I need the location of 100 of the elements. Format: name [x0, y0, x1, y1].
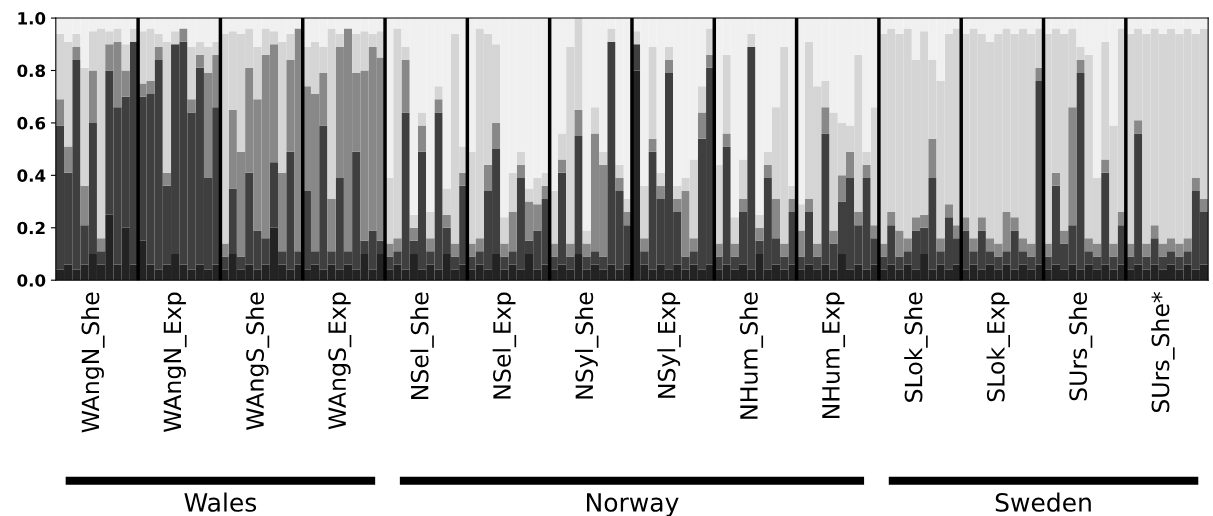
bar [648, 46, 657, 139]
bar [862, 164, 871, 178]
bar [327, 198, 336, 252]
bar [483, 164, 493, 192]
bar [1150, 225, 1159, 239]
x-tick-label: NHum_She [739, 292, 764, 419]
bar [599, 151, 608, 165]
bar [755, 227, 764, 241]
x-tick-label: NSel_Exp [492, 292, 517, 399]
bar [508, 172, 517, 213]
y-tick-label: 0.2 [17, 221, 45, 235]
bar [697, 112, 707, 139]
x-tick-label: SLok_She [904, 292, 928, 402]
y-tick-label: 1.0 [18, 12, 46, 25]
bar [1059, 230, 1069, 244]
x-tick-label: WAngN_She [81, 292, 105, 433]
y-tick-label: 0.8 [17, 64, 46, 78]
bar [162, 172, 172, 186]
text: Sweden [995, 492, 1091, 512]
bar [936, 238, 945, 252]
bar [228, 188, 237, 254]
bar [80, 185, 89, 226]
bar [557, 159, 567, 173]
bar [969, 238, 978, 252]
bar [854, 212, 863, 226]
y-tick-label: 0.6 [17, 116, 46, 130]
bar [648, 138, 657, 152]
bar [944, 204, 953, 218]
bar [516, 164, 525, 178]
bar [1109, 243, 1118, 257]
bar [434, 86, 443, 100]
bar [154, 46, 163, 60]
bar [516, 151, 525, 165]
bar [714, 243, 723, 257]
bar [813, 243, 822, 257]
x-tick-label: WAngN_Exp [163, 292, 187, 433]
bar [928, 138, 937, 178]
bar [738, 159, 748, 199]
bar [771, 198, 781, 239]
bar [763, 164, 772, 178]
bar [722, 133, 731, 147]
bar [730, 243, 739, 257]
text: Norway [587, 493, 679, 516]
bar [179, 28, 188, 42]
bar [755, 214, 764, 228]
bar [590, 107, 600, 134]
bar [615, 164, 624, 178]
bar [72, 46, 81, 60]
bar [664, 60, 674, 74]
x-tick-label: WAngS_She [245, 292, 270, 430]
bar [566, 243, 575, 257]
bar [500, 217, 509, 244]
bar [977, 217, 986, 231]
bar [55, 99, 65, 126]
bar [1101, 159, 1110, 173]
y-tick-label: 0.4 [17, 169, 46, 182]
bar [121, 44, 130, 71]
bar [738, 198, 748, 213]
bar [607, 28, 616, 42]
bar [64, 146, 73, 173]
x-tick-label: SUrs_She* [1151, 292, 1175, 413]
bar [187, 99, 196, 113]
x-tick-label: SLok_Exp [986, 292, 1011, 402]
x-tick-label: NSyl_Exp [657, 292, 681, 398]
bar [417, 125, 427, 152]
bar [804, 198, 814, 213]
x-tick-label: NHum_Exp [822, 292, 846, 419]
bar [426, 212, 435, 239]
bar [1076, 60, 1085, 74]
text: Wales [184, 492, 257, 512]
bar [1068, 107, 1077, 226]
bar [417, 112, 427, 126]
bar [1134, 120, 1143, 134]
bar [887, 212, 896, 226]
bar [442, 214, 451, 228]
bar [722, 54, 731, 134]
bar [220, 243, 229, 257]
x-tick-label: SUrs_She [1068, 292, 1093, 401]
bar [640, 185, 649, 239]
bar [549, 243, 558, 257]
bar [195, 54, 204, 68]
x-tick-label: WAngS_Exp [328, 292, 352, 430]
bar [434, 99, 443, 113]
bar [656, 172, 665, 186]
y-tick-label: 0.0 [17, 274, 46, 287]
bar [574, 109, 583, 137]
bar [1043, 243, 1052, 257]
bar [450, 243, 460, 257]
bar [409, 227, 418, 241]
bar [409, 214, 418, 228]
bar [1191, 177, 1200, 192]
bar [269, 162, 279, 228]
bar [780, 243, 789, 257]
x-tick-label: NSel_She [410, 292, 434, 400]
bar [426, 238, 435, 252]
bar [821, 107, 830, 134]
bar [88, 70, 97, 123]
x-tick-label: NSyl_She [574, 292, 599, 399]
bar [1142, 243, 1151, 257]
bar [96, 238, 106, 252]
